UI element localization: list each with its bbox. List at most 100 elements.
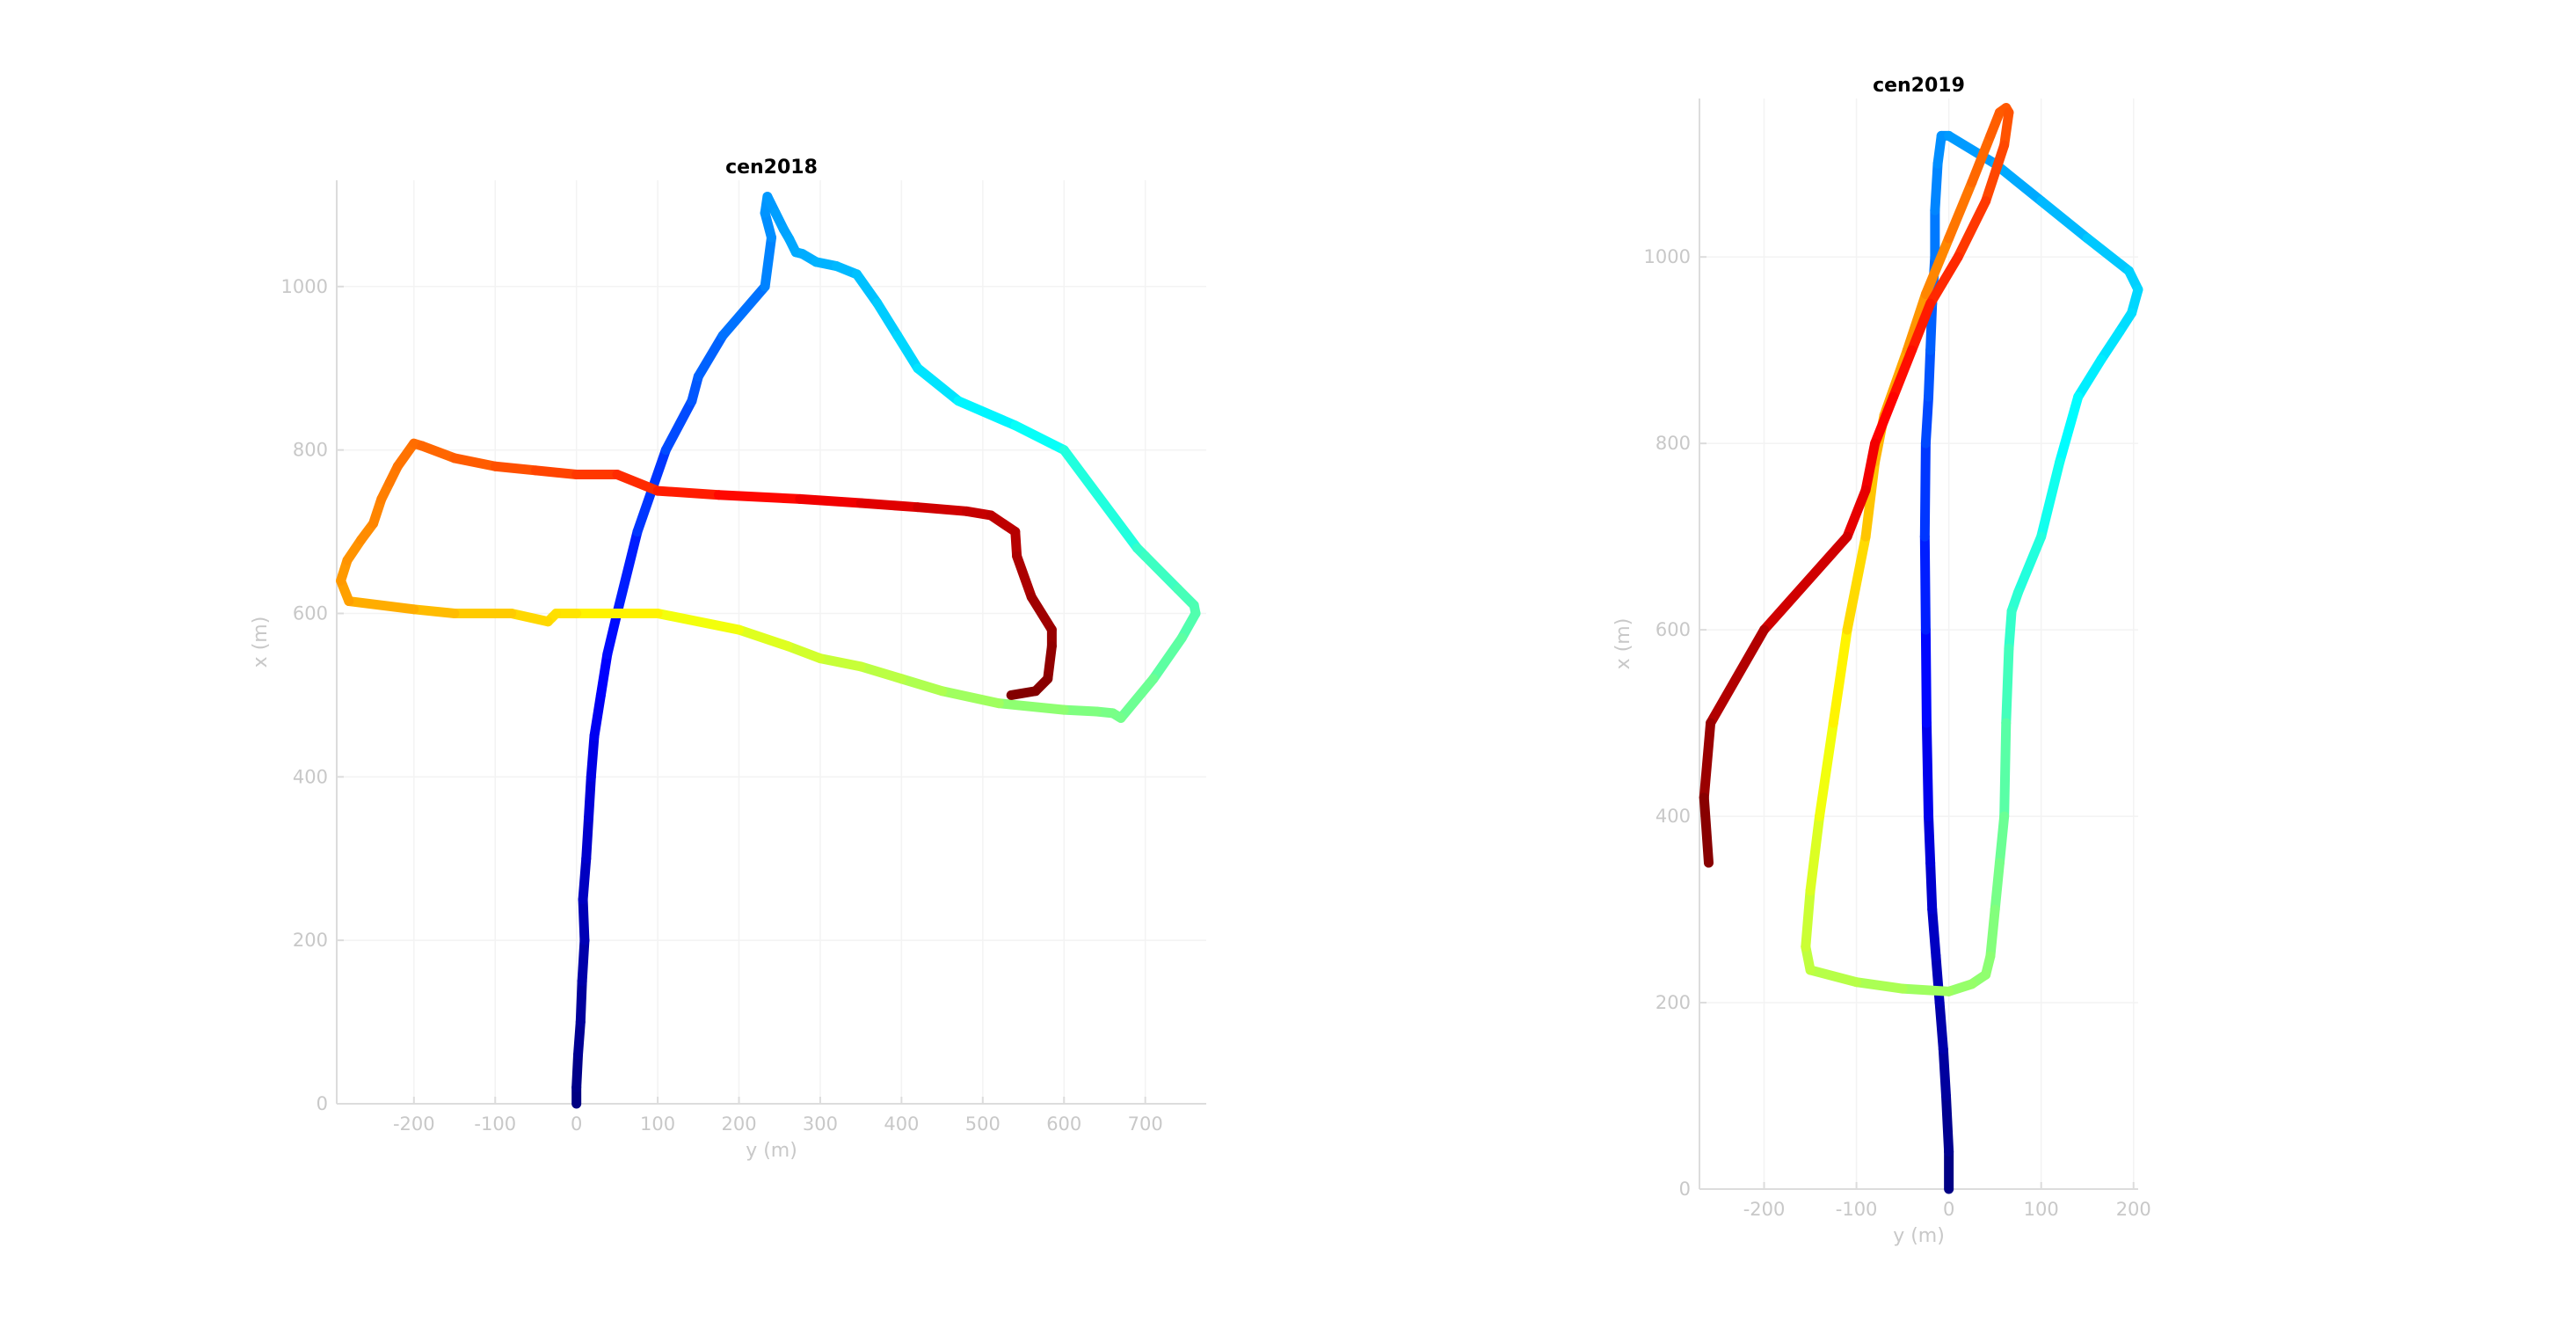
x-axis-label: y (m) — [1893, 1225, 1945, 1247]
trajectory-segment — [1934, 997, 1948, 1055]
trajectory-segment — [1010, 420, 1069, 456]
trajectory-series — [1699, 103, 2143, 1194]
trajectory-segment — [577, 935, 590, 987]
x-tick-label: 400 — [884, 1113, 919, 1135]
trajectory-segment — [1967, 130, 1996, 187]
trajectory-segment — [1801, 886, 1816, 952]
trajectory-segment — [1140, 551, 1183, 595]
trajectory-segment — [1897, 983, 1954, 996]
trajectory-segment — [815, 653, 866, 672]
trajectory-segment — [602, 608, 622, 660]
trajectory-segment — [584, 771, 596, 823]
trajectory-segment — [913, 363, 964, 406]
x-tick-label: -100 — [1836, 1199, 1878, 1220]
trajectory-segment — [490, 461, 541, 476]
x-tick-label: 300 — [803, 1113, 838, 1135]
trajectory-segment — [2001, 643, 2014, 728]
chart-title: cen2019 — [1873, 75, 1965, 97]
x-tick-label: -100 — [474, 1113, 516, 1135]
trajectory-segment — [1920, 624, 1932, 728]
y-tick-label: 600 — [1655, 619, 1691, 640]
trajectory-segment — [2036, 456, 2065, 542]
trajectory-segment — [1699, 792, 1714, 868]
trajectory-segment — [2036, 196, 2092, 244]
trajectory-segment — [530, 465, 582, 480]
trajectory-segment — [872, 297, 903, 341]
trajectory-segment — [1805, 811, 1825, 896]
trajectory-segment — [1012, 551, 1037, 602]
trajectory-segment — [586, 731, 600, 782]
trajectory-segment — [612, 527, 643, 618]
chart-title: cen2018 — [725, 157, 818, 179]
trajectory-segment — [578, 894, 590, 945]
trajectory-segment — [1907, 298, 1936, 355]
trajectory-segment — [1994, 811, 2010, 868]
x-tick-label: -200 — [1743, 1199, 1786, 1220]
trajectory-segment — [660, 396, 697, 456]
trajectory-segment — [1059, 704, 1102, 717]
trajectory-segment — [2055, 391, 2084, 467]
trajectory-segment — [573, 1017, 586, 1060]
trajectory-segment — [1990, 158, 2047, 207]
y-tick-label: 400 — [293, 766, 328, 787]
trajectory-segment — [2082, 233, 2134, 276]
trajectory-segment — [993, 698, 1069, 715]
trajectory-segment — [589, 690, 606, 741]
y-tick-label: 600 — [293, 602, 328, 624]
chart-1: -200 -100 0 100 200 0 200 400 600 800 1000 y (m) x (… — [1612, 75, 2151, 1247]
trajectory-segment — [913, 502, 971, 516]
x-tick-label: 100 — [640, 1113, 675, 1135]
y-tick-label: 200 — [293, 930, 328, 951]
trajectory-segment — [1706, 624, 1770, 728]
y-tick-label: 800 — [1655, 433, 1691, 454]
trajectory-segment — [1920, 233, 1954, 300]
y-tick-label: 400 — [1655, 806, 1691, 827]
trajectory-segment — [855, 661, 906, 684]
y-axis-label: x (m) — [250, 617, 272, 668]
trajectory-segment — [595, 649, 613, 700]
trajectory-segment — [1026, 592, 1057, 635]
trajectory-segment — [1981, 140, 2010, 207]
x-tick-label: 0 — [1943, 1199, 1954, 1220]
trajectory-segment — [417, 441, 460, 463]
trajectory-segment — [1930, 158, 1943, 215]
trajectory-segment — [652, 608, 745, 635]
trajectory-segment — [581, 813, 594, 864]
trajectory-segment — [2073, 354, 2107, 402]
chart-0: -200 -100 0 100 200 300 400 500 600 700 0 200 400 600… — [250, 157, 1206, 1162]
trajectory-segment — [852, 269, 883, 308]
trajectory-segment — [1852, 977, 1908, 994]
trajectory-segment — [953, 396, 1021, 431]
trajectory-segment — [937, 686, 1004, 709]
x-tick-label: 0 — [571, 1113, 582, 1135]
trajectory-segment — [1925, 858, 1938, 915]
trajectory-segment — [1860, 438, 1881, 495]
trajectory-segment — [1999, 107, 2014, 150]
x-tick-label: 500 — [965, 1113, 1001, 1135]
trajectory-segment — [1990, 858, 2005, 915]
trajectory-segment — [1938, 1044, 1951, 1101]
trajectory-segment — [1842, 531, 1871, 635]
trajectory-segment — [1985, 904, 2000, 961]
trajectory-segment — [449, 453, 500, 471]
trajectory-segment — [1116, 674, 1159, 723]
trajectory-segment — [855, 498, 923, 513]
trajectory-segment — [575, 976, 587, 1027]
trajectory-series — [336, 192, 1201, 1109]
trajectory-segment — [760, 232, 776, 292]
trajectory-segment — [892, 331, 923, 374]
trajectory-segment — [1953, 196, 1991, 262]
x-tick-label: 200 — [2116, 1199, 2151, 1220]
trajectory-segment — [1828, 624, 1852, 728]
trajectory-segment — [896, 674, 948, 697]
y-tick-label: 1000 — [281, 276, 328, 297]
x-tick-label: -200 — [393, 1113, 435, 1135]
trajectory-segment — [2004, 606, 2017, 653]
trajectory-segment — [1927, 904, 1941, 961]
trajectory-segment — [1888, 345, 1917, 402]
y-tick-label: 0 — [1679, 1179, 1691, 1200]
trajectory-segment — [1999, 718, 2012, 821]
y-tick-label: 1000 — [1644, 246, 1691, 267]
trajectory-segment — [1870, 391, 1899, 449]
